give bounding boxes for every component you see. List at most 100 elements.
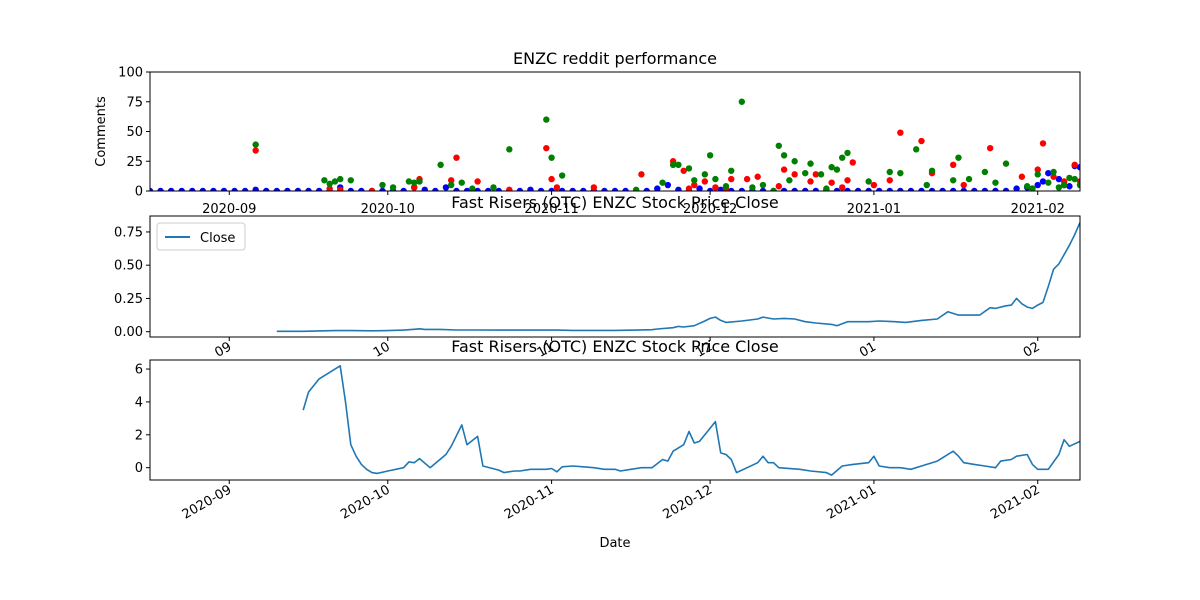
scatter-point xyxy=(252,147,259,154)
scatter-point xyxy=(780,166,788,173)
scatter-point xyxy=(706,187,714,191)
scatter-point xyxy=(1050,173,1057,180)
y-tick-label: 2 xyxy=(135,428,143,443)
scatter-point xyxy=(210,187,217,191)
scatter-point xyxy=(400,187,407,191)
scatter-point xyxy=(654,185,661,191)
scatter-point xyxy=(701,171,709,178)
scatter-point xyxy=(807,178,814,185)
scatter-point xyxy=(1071,175,1078,183)
scatter-point xyxy=(949,161,957,169)
scatter-point xyxy=(691,177,698,184)
y-tick-label: 50 xyxy=(126,125,143,140)
scatter-point xyxy=(865,178,872,185)
scatter-point xyxy=(474,187,481,191)
scatter-point xyxy=(712,175,719,183)
scatter-point xyxy=(1071,161,1078,169)
scatter-point xyxy=(1002,160,1010,167)
scatter-point xyxy=(775,142,783,149)
scatter-point xyxy=(685,185,693,191)
scatter-point xyxy=(337,175,344,183)
scatter-point xyxy=(337,186,344,191)
scatter-point xyxy=(802,187,809,191)
scatter-point xyxy=(1050,168,1057,176)
scatter-point xyxy=(675,161,682,169)
x-tick-label: 2021-01 xyxy=(824,482,879,522)
scatter-point xyxy=(1045,179,1052,186)
y-tick-label: 0.50 xyxy=(114,259,143,274)
y-tick-label: 75 xyxy=(126,95,143,110)
scatter-point xyxy=(294,187,302,191)
scatter-point xyxy=(1018,173,1026,180)
y-tick-label: 0 xyxy=(135,185,143,200)
x-tick-label: 09 xyxy=(212,339,234,360)
x-tick-label: 2021-02 xyxy=(988,482,1043,522)
scatter-point xyxy=(1066,174,1073,182)
scatter-point xyxy=(717,186,724,191)
scatter-point xyxy=(326,180,333,188)
scatter-point xyxy=(379,181,386,189)
scatter-point xyxy=(923,181,930,189)
scatter-point xyxy=(569,187,576,191)
scatter-point xyxy=(558,172,566,179)
scatter-point xyxy=(1055,184,1063,191)
scatter-point xyxy=(1039,140,1047,147)
scatter-point xyxy=(712,184,719,191)
scatter-point xyxy=(150,187,154,191)
y-tick-label: 0.25 xyxy=(114,292,143,307)
y-tick-label: 0 xyxy=(135,461,143,476)
scatter-point xyxy=(828,179,835,186)
scatter-point xyxy=(1013,185,1020,191)
y-tick-label: 0.00 xyxy=(114,325,143,340)
scatter-point xyxy=(886,177,893,184)
scatter-point xyxy=(791,187,798,191)
scatter-point xyxy=(780,187,788,191)
x-tick-label: 11 xyxy=(535,339,557,360)
scatter-point xyxy=(949,187,957,191)
scatter-point xyxy=(949,177,957,184)
scatter-point xyxy=(738,187,746,191)
scatter-point xyxy=(659,179,666,186)
x-tick-label: 2021-01 xyxy=(847,202,901,217)
scatter-point xyxy=(611,187,619,191)
scatter-point xyxy=(728,167,735,174)
scatter-point xyxy=(691,181,698,189)
scatter-point xyxy=(1034,181,1041,189)
scatter-point xyxy=(775,183,783,190)
scatter-point xyxy=(643,187,650,191)
scatter-point xyxy=(167,187,175,191)
scatter-point xyxy=(696,185,703,191)
scatter-point xyxy=(844,187,851,191)
scatter-point xyxy=(812,171,819,178)
chart-title: Fast Risers (OTC) ENZC Stock Price Close xyxy=(451,337,779,356)
scatter-point xyxy=(558,187,566,191)
panel-data xyxy=(302,364,1080,476)
scatter-point xyxy=(537,187,545,191)
scatter-point xyxy=(1034,171,1041,178)
scatter-point xyxy=(907,187,915,191)
scatter-point xyxy=(199,187,207,191)
scatter-point xyxy=(928,167,936,174)
scatter-point xyxy=(548,187,555,191)
scatter-point xyxy=(453,154,460,161)
scatter-point xyxy=(754,173,761,180)
scatter-point xyxy=(981,168,989,176)
scatter-point xyxy=(405,178,413,185)
scatter-point xyxy=(971,187,978,191)
scatter-point xyxy=(807,160,814,167)
scatter-point xyxy=(986,144,994,152)
scatter-point xyxy=(458,179,465,186)
legend-label: Close xyxy=(200,231,235,246)
scatter-point xyxy=(928,187,936,191)
scatter-point xyxy=(833,187,841,191)
scatter-point xyxy=(992,179,999,186)
scatter-point xyxy=(675,186,682,191)
scatter-point xyxy=(854,187,862,191)
axes-frame xyxy=(149,359,1081,481)
scatter-point xyxy=(839,154,846,161)
scatter-point xyxy=(389,184,397,191)
scatter-point xyxy=(601,187,608,191)
scatter-point xyxy=(955,154,962,161)
